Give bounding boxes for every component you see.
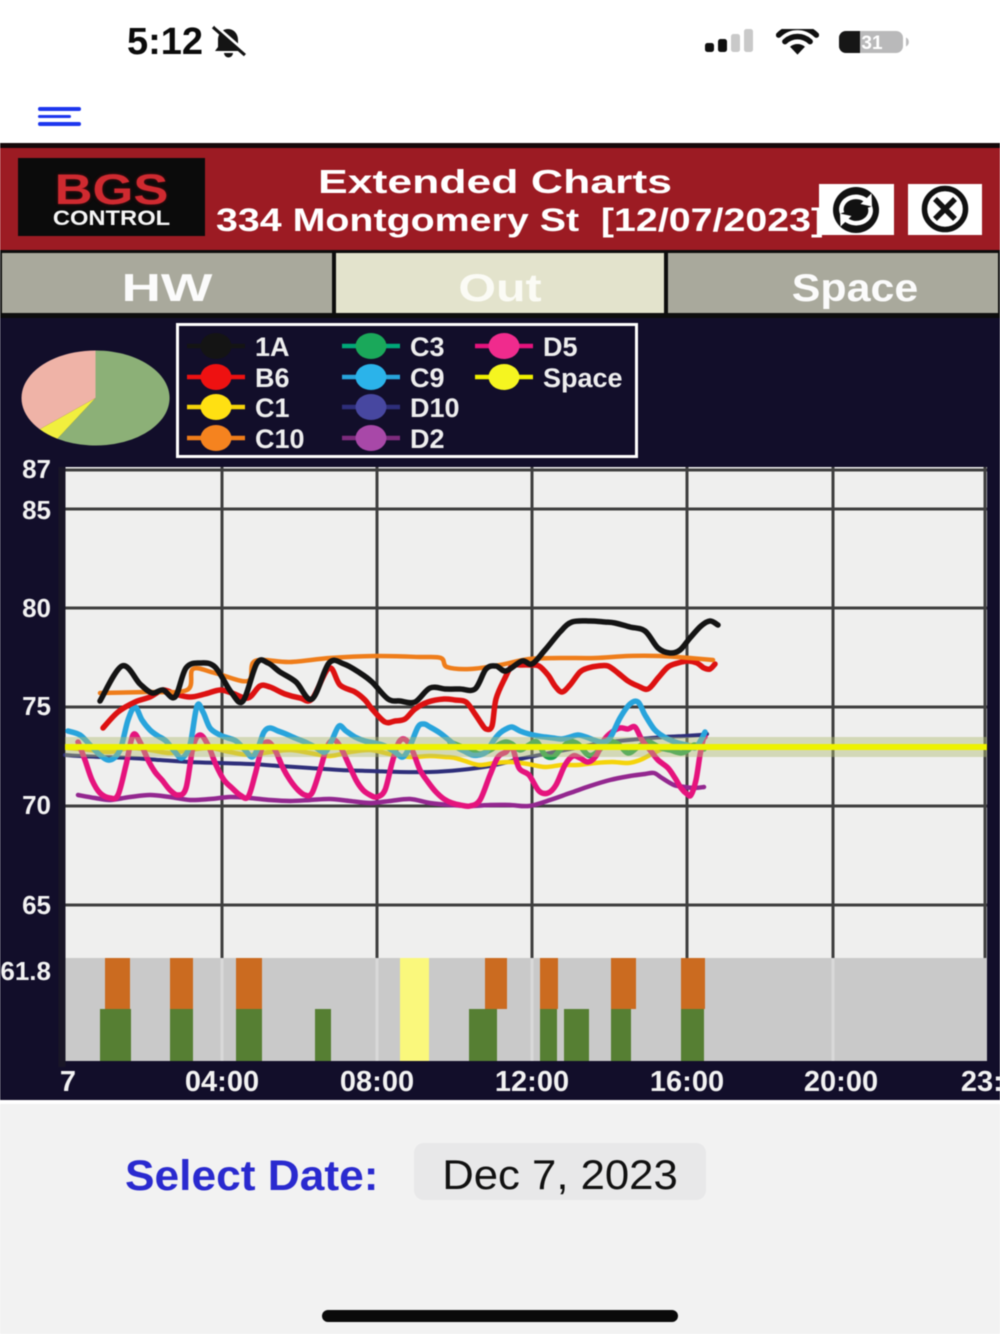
svg-text:C3: C3: [410, 332, 445, 362]
svg-text:C1: C1: [255, 393, 290, 423]
svg-text:D2: D2: [410, 424, 445, 454]
svg-text:Space: Space: [543, 363, 623, 393]
svg-text:1A: 1A: [255, 332, 290, 362]
svg-text:C10: C10: [255, 424, 305, 454]
svg-text:D5: D5: [543, 332, 578, 362]
svg-text:31: 31: [861, 33, 883, 53]
svg-text:B6: B6: [255, 363, 290, 393]
svg-text:D10: D10: [410, 393, 460, 423]
svg-text:C9: C9: [410, 363, 445, 393]
